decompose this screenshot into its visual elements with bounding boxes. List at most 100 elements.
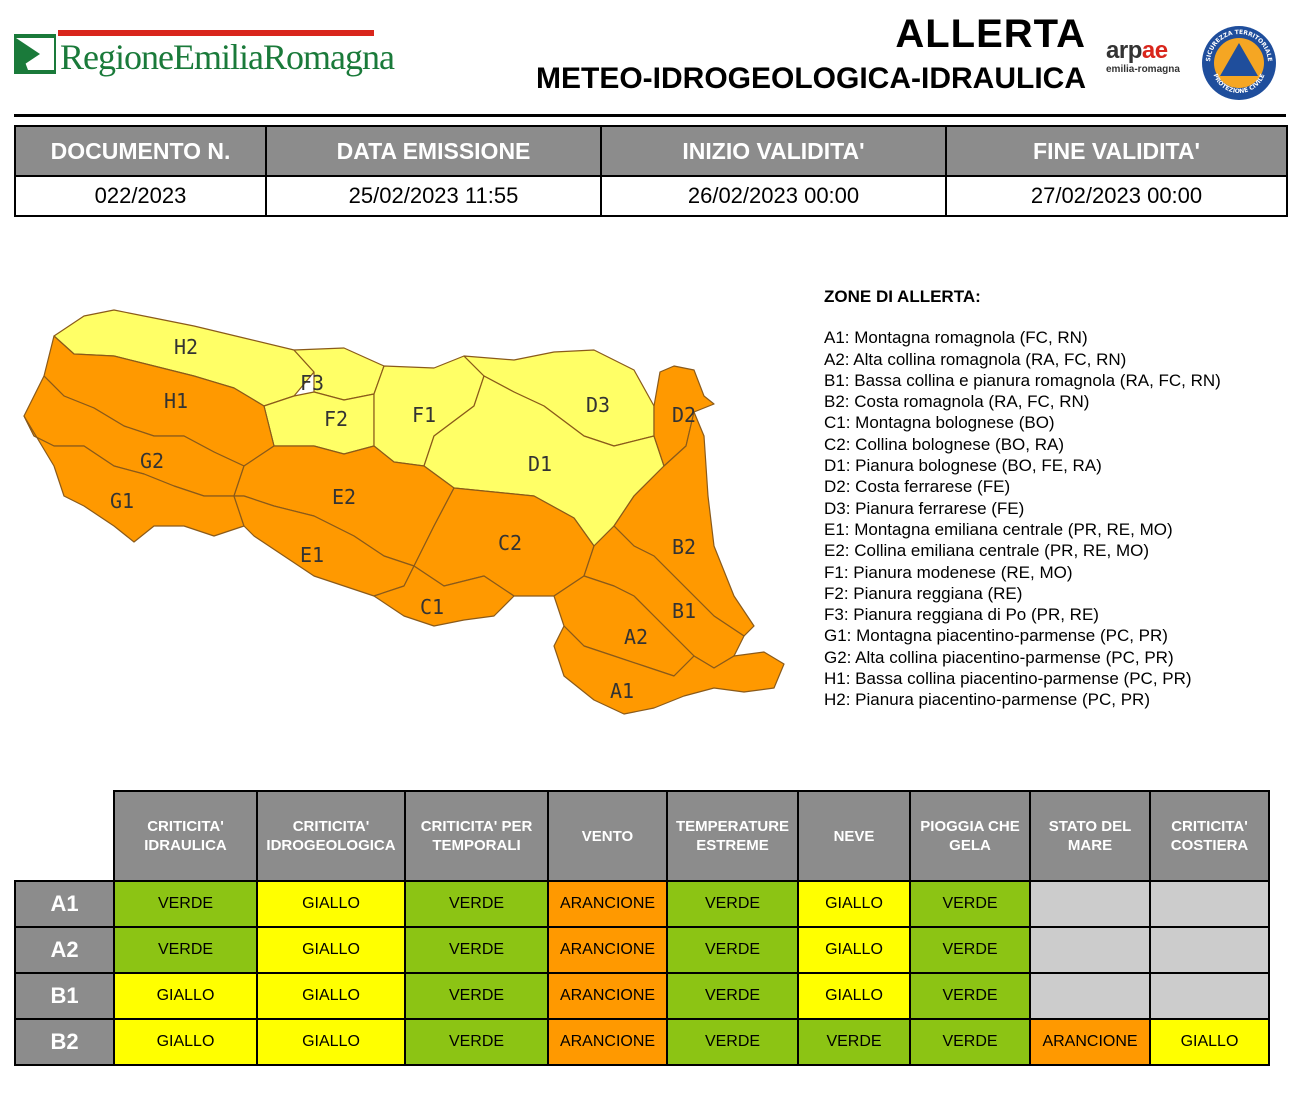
status-cell: VERDE [666,880,799,928]
doc-valid-from: 26/02/2023 00:00 [600,175,947,217]
status-column-header: TEMPERATURE ESTREME [666,790,799,882]
alert-zones-map: H2 H1 G2 G1 F3 F2 F1 E2 E1 C2 C1 D3 D2 D… [23,309,785,715]
status-cell: VERDE [909,926,1031,974]
status-cell: GIALLO [113,1018,258,1066]
map-label-D2: D2 [672,403,696,427]
zones-legend-item: G1: Montagna piacentino-parmense (PC, PR… [824,626,1168,646]
map-label-D3: D3 [586,393,610,417]
zone-A1 [553,625,785,715]
zones-legend: ZONE DI ALLERTA: A1: Montagna romagnola … [824,286,1284,711]
status-cell [1149,972,1270,1020]
doc-header-issue-date: DATA EMISSIONE [265,125,602,177]
map-label-A2: A2 [624,625,648,649]
status-cell: VERDE [666,926,799,974]
regione-logo: RegioneEmiliaRomagna [14,28,395,80]
status-cell: GIALLO [113,972,258,1020]
status-cell: VERDE [909,1018,1031,1066]
zone-F2 [263,391,375,455]
status-cell: ARANCIONE [547,972,668,1020]
map-label-C2: C2 [498,531,522,555]
status-cell: GIALLO [256,972,406,1020]
status-cell: GIALLO [256,926,406,974]
protezione-civile-logo-icon: SICUREZZA TERRITORIALE PROTEZIONE CIVILE [1202,26,1276,100]
zones-legend-item: H2: Pianura piacentino-parmense (PC, PR) [824,690,1150,710]
arpae-wordmark: arpae [1106,37,1168,64]
status-row-zone-label: B1 [14,972,115,1020]
map-label-F1: F1 [412,403,436,427]
status-cell [1029,926,1151,974]
status-cell: VERDE [666,972,799,1020]
status-row-zone-label: A2 [14,926,115,974]
map-label-G1: G1 [110,489,134,513]
zones-legend-item: A2: Alta collina romagnola (RA, FC, RN) [824,349,1127,369]
zone-D2 [653,365,715,467]
zones-legend-item: A1: Montagna romagnola (FC, RN) [824,328,1088,348]
doc-issue-date: 25/02/2023 11:55 [265,175,602,217]
zones-legend-item: F3: Pianura reggiana di Po (PR, RE) [824,605,1099,625]
map-label-A1: A1 [610,679,634,703]
status-cell [1149,880,1270,928]
status-row-zone-label: B2 [14,1018,115,1066]
zones-legend-item: C1: Montagna bolognese (BO) [824,413,1055,433]
status-cell: VERDE [404,880,549,928]
status-cell [1029,972,1151,1020]
status-cell: VERDE [797,1018,911,1066]
zones-legend-title: ZONE DI ALLERTA: [824,287,981,306]
map-label-H2: H2 [174,335,198,359]
status-cell: GIALLO [256,880,406,928]
map-label-G2: G2 [140,449,164,473]
status-cell: ARANCIONE [547,880,668,928]
status-row-b2: B2 GIALLO GIALLO VERDE ARANCIONE VERDE VERDE VE… [14,1018,1270,1066]
status-cell: VERDE [404,972,549,1020]
status-column-header: NEVE [797,790,911,882]
status-row-b1: B1 GIALLO GIALLO VERDE ARANCIONE VERDE GIALLO V… [14,972,1270,1020]
status-cell [1029,880,1151,928]
zones-legend-item: F1: Pianura modenese (RE, MO) [824,562,1073,582]
status-cell: ARANCIONE [1029,1018,1151,1066]
status-row-a2: A2 VERDE GIALLO VERDE ARANCIONE VERDE GIALLO VE… [14,926,1270,974]
zone-C1 [373,565,515,627]
zones-legend-item: C2: Collina bolognese (BO, RA) [824,434,1065,454]
doc-number: 022/2023 [14,175,267,217]
status-column-header: CRITICITA' IDRAULICA [113,790,258,882]
zones-legend-item: B2: Costa romagnola (RA, FC, RN) [824,392,1090,412]
arpae-logo: arpae emilia-romagna [1106,38,1196,88]
page-subtitle: METEO-IDROGEOLOGICA-IDRAULICA [536,62,1086,95]
map-label-B2: B2 [672,535,696,559]
map-label-F3: F3 [300,371,324,395]
map-label-E2: E2 [332,485,356,509]
arpae-subtitle: emilia-romagna [1106,64,1180,75]
status-column-header: CRITICITA' IDROGEOLOGICA [256,790,406,882]
status-cell: VERDE [113,926,258,974]
status-cell: ARANCIONE [547,1018,668,1066]
status-cell: ARANCIONE [547,926,668,974]
doc-header-valid-to: FINE VALIDITA' [945,125,1288,177]
header-divider [14,114,1286,117]
status-cell: VERDE [909,880,1031,928]
zones-legend-item: D2: Costa ferrarese (FE) [824,477,1011,497]
zones-legend-item: H1: Bassa collina piacentino-parmense (P… [824,669,1192,689]
status-cell: GIALLO [797,880,911,928]
status-column-header: CRITICITA' PER TEMPORALI [404,790,549,882]
doc-valid-to: 27/02/2023 00:00 [945,175,1288,217]
zones-legend-item: E1: Montagna emiliana centrale (PR, RE, … [824,519,1173,539]
map-label-D1: D1 [528,452,552,476]
zones-legend-item: F2: Pianura reggiana (RE) [824,583,1023,603]
status-column-header: VENTO [547,790,668,882]
map-label-H1: H1 [164,389,188,413]
zones-legend-list: A1: Montagna romagnola (FC, RN) A2: Alta … [824,327,1284,710]
status-column-header: CRITICITA' COSTIERA [1149,790,1270,882]
alert-status-table: CRITICITA' IDRAULICA CRITICITA' IDROGEOLO… [14,790,1270,1066]
status-cell [1149,926,1270,974]
status-column-header: STATO DEL MARE [1029,790,1151,882]
status-cell: VERDE [666,1018,799,1066]
map-label-B1: B1 [672,599,696,623]
regione-flag-icon [14,34,56,74]
status-cell: VERDE [404,1018,549,1066]
status-cell: VERDE [909,972,1031,1020]
doc-header-number: DOCUMENTO N. [14,125,267,177]
status-row-a1: A1 VERDE GIALLO VERDE ARANCIONE VERDE GIALLO VE… [14,880,1270,928]
status-column-header: PIOGGIA CHE GELA [909,790,1031,882]
status-cell: GIALLO [797,972,911,1020]
map-label-E1: E1 [300,543,324,567]
